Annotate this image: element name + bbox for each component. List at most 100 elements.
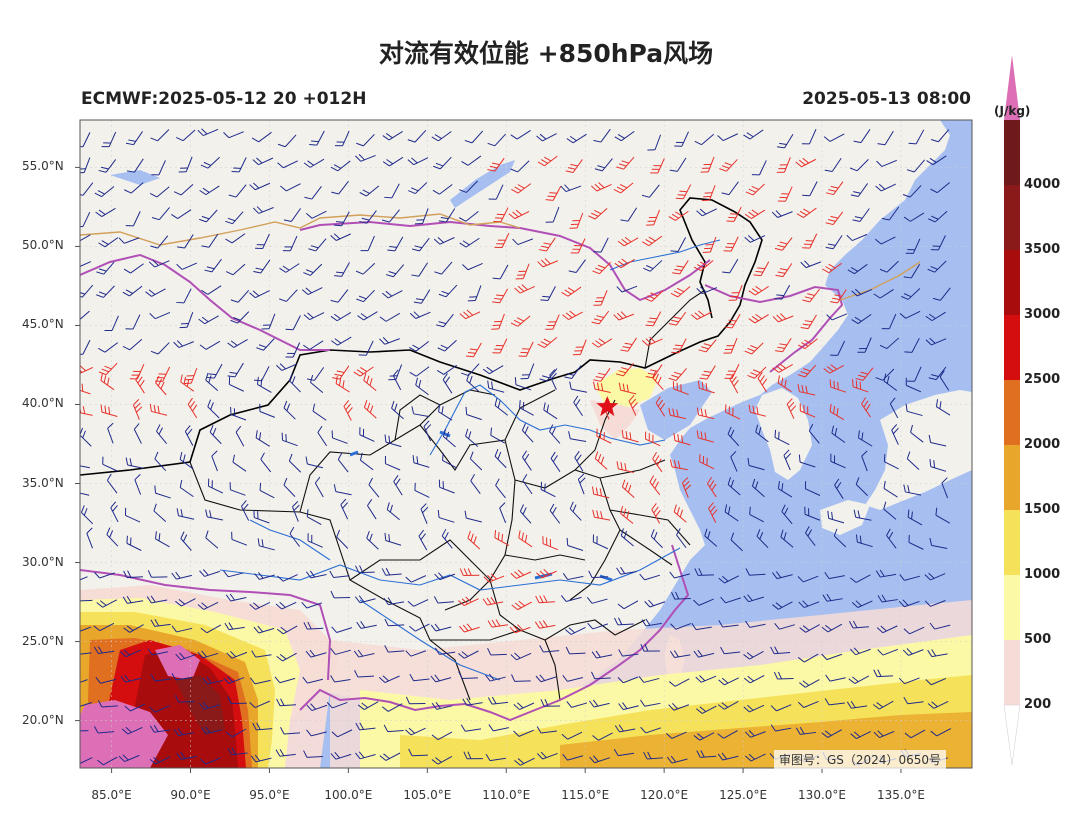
wind-barb-feather (592, 270, 600, 275)
wind-barb-staff (359, 727, 376, 731)
wind-barb-feather (932, 297, 941, 301)
wind-barb (666, 755, 688, 764)
wind-barb (877, 648, 899, 656)
wind-barb (414, 208, 429, 225)
wind-barb (415, 377, 429, 396)
wind-barb-staff (463, 598, 479, 606)
wind-barb (120, 649, 141, 658)
wind-barb (927, 700, 949, 709)
wind-barb-feather (676, 409, 679, 418)
wind-barb-staff (724, 677, 739, 686)
wind-barb-staff (255, 602, 271, 610)
wind-barb-feather (569, 381, 572, 390)
wind-barb (405, 727, 426, 736)
wind-barb-feather (721, 702, 729, 708)
wind-barb (408, 182, 428, 195)
wind-barb-feather (259, 482, 262, 491)
wind-barb-feather (249, 292, 256, 299)
wind-barb-staff (828, 517, 845, 524)
wind-barb (534, 620, 556, 629)
wind-barb (747, 457, 765, 471)
wind-barb-feather (759, 375, 765, 383)
wind-barb-staff (205, 537, 219, 549)
wind-barb-feather (204, 269, 212, 273)
wind-barb-feather (303, 750, 308, 758)
wind-barb (518, 341, 534, 357)
wind-barb-feather (431, 702, 438, 710)
wind-barb-feather (511, 604, 518, 611)
wind-barb (511, 600, 532, 611)
wind-barb-feather (122, 291, 130, 297)
wind-barb-staff (880, 236, 896, 245)
wind-barb-staff (701, 287, 718, 295)
wind-barb-feather (855, 477, 860, 485)
wind-barb-staff (698, 437, 714, 443)
wind-barb-staff (439, 184, 453, 195)
wind-barb (303, 621, 324, 630)
wind-barb-feather (805, 526, 810, 534)
wind-barb (155, 531, 170, 548)
wind-barb-feather (107, 422, 114, 429)
wind-barb (494, 530, 510, 546)
wind-barb-feather (415, 377, 419, 386)
wind-barb-feather (721, 677, 729, 684)
wind-barb (757, 371, 768, 393)
wind-barb-feather (705, 382, 708, 391)
wind-barb (592, 732, 613, 741)
wind-barb-feather (301, 602, 308, 609)
wind-barb-feather (521, 284, 528, 291)
wind-barb-feather (726, 374, 734, 376)
wind-barb-staff (157, 129, 170, 142)
wind-barb-staff (103, 285, 115, 298)
wind-barb-feather (136, 406, 143, 413)
wind-barb (124, 507, 141, 523)
wind-barb (310, 374, 324, 393)
wind-barb-staff (155, 538, 170, 548)
wind-barb-feather (434, 647, 440, 655)
wind-barb-feather (280, 626, 288, 633)
wind-barb-staff (156, 186, 170, 198)
wind-barb-feather (675, 591, 680, 600)
wind-barb-feather (711, 483, 717, 491)
wind-barb-feather (883, 373, 887, 382)
wind-barb (249, 700, 270, 709)
wind-barb-feather (311, 534, 313, 543)
wind-barb (540, 481, 556, 498)
wind-barb-feather (211, 480, 213, 488)
wind-barb-feather (808, 423, 814, 432)
wind-barb-feather (179, 479, 183, 488)
wind-barb (493, 207, 509, 223)
wind-barb-feather (591, 321, 600, 325)
wind-barb-staff (799, 461, 816, 468)
wind-barb (225, 233, 246, 244)
wind-barb-feather (641, 194, 650, 198)
wind-barb (80, 626, 92, 634)
wind-barb-staff (724, 511, 739, 522)
wind-barb-feather (75, 458, 79, 465)
wind-barb-staff (830, 386, 847, 393)
wind-barb-staff (309, 312, 325, 321)
wind-barb (430, 623, 452, 632)
wind-barb-feather (118, 755, 125, 762)
wind-barb (75, 458, 90, 469)
wind-barb (645, 364, 663, 379)
wind-barb-feather (724, 348, 733, 350)
wind-barb-staff (517, 238, 533, 246)
wind-barb-feather (903, 628, 910, 635)
wind-barb-feather (96, 602, 103, 608)
wind-barb-feather (210, 402, 214, 410)
wind-barb-staff (80, 702, 93, 708)
wind-barb-staff (515, 626, 531, 634)
wind-barb-feather (898, 677, 905, 685)
wind-barb-feather (645, 338, 652, 345)
wind-barb-feather (330, 166, 338, 172)
wind-barb (673, 504, 687, 523)
wind-barb-feather (334, 224, 342, 227)
wind-barb-feather (826, 314, 833, 321)
wind-barb-feather (126, 170, 135, 173)
wind-barb-feather (307, 533, 309, 541)
wind-barb-feather (745, 191, 754, 196)
wind-barb-feather (154, 485, 157, 494)
wind-barb (795, 727, 817, 735)
wind-barb-feather (701, 374, 710, 377)
